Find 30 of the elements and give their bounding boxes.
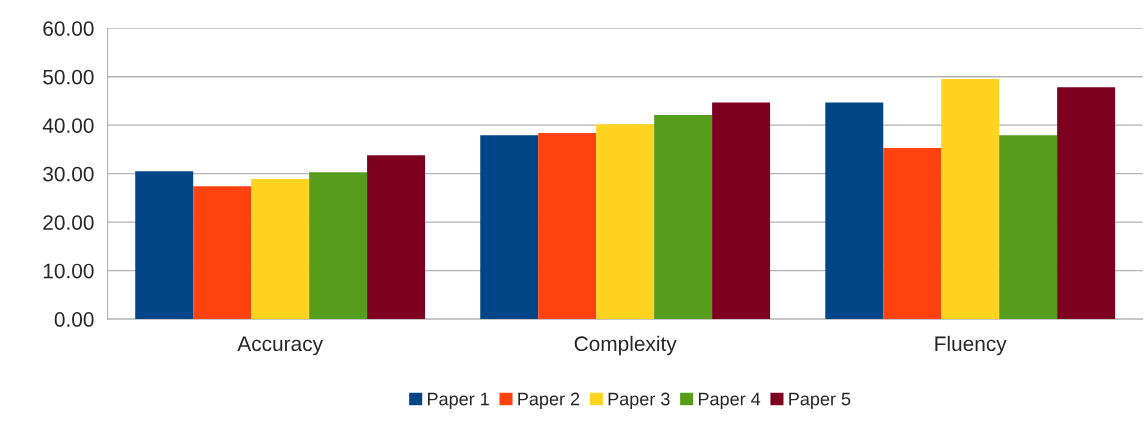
bar xyxy=(538,132,597,320)
y-tick-label: 50.00 xyxy=(43,69,94,85)
y-tick-label: 0.00 xyxy=(54,312,94,327)
x-tick-label: Complexity xyxy=(574,335,677,356)
y-tick-label: 10.00 xyxy=(43,263,94,279)
y-tick-label: 60.00 xyxy=(43,21,94,36)
y-tick-label: 20.00 xyxy=(43,215,94,230)
bar xyxy=(883,147,942,320)
y-tick-label: 30.00 xyxy=(43,166,94,182)
bar xyxy=(309,172,368,320)
bar xyxy=(654,115,713,320)
bar xyxy=(1057,87,1116,320)
bar xyxy=(941,79,1000,320)
x-tick-label: Fluency xyxy=(935,335,1007,356)
x-tick-label: Accuracy xyxy=(237,336,323,356)
bar xyxy=(193,186,252,320)
bar xyxy=(135,171,194,320)
y-tick-label: 40.00 xyxy=(42,118,94,133)
bar xyxy=(480,135,539,320)
legend-label: Paper 2 xyxy=(518,392,580,409)
legend-label: Paper 5 xyxy=(789,392,851,409)
bar xyxy=(999,135,1058,320)
bar xyxy=(596,124,655,320)
bar xyxy=(712,102,771,320)
bar xyxy=(825,102,884,320)
legend-label: Paper 4 xyxy=(698,392,761,409)
bar xyxy=(367,155,426,320)
bar xyxy=(251,179,310,320)
legend-label: Paper 1 xyxy=(428,392,489,409)
legend-label: Paper 3 xyxy=(608,392,670,409)
